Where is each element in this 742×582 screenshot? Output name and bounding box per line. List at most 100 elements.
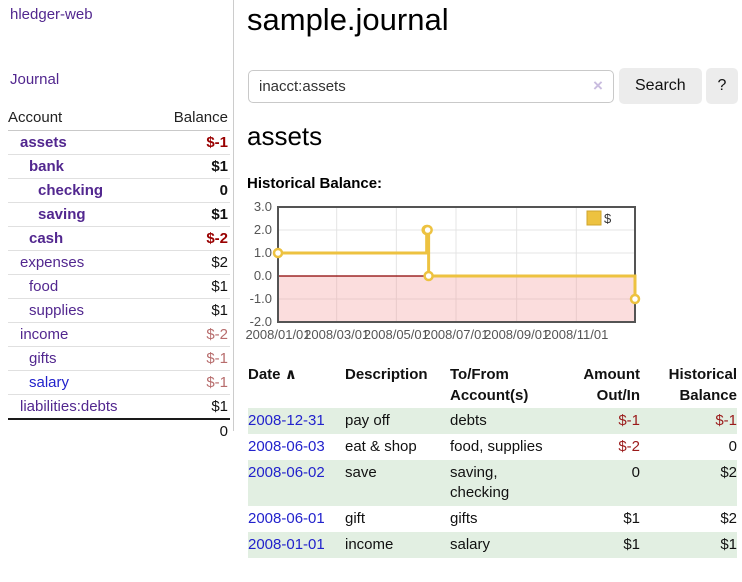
- transaction-description: gift: [345, 510, 366, 527]
- account-balance: $-1: [154, 370, 230, 395]
- sort-ascending-icon: ∧: [284, 366, 297, 383]
- account-total-value: 0: [219, 423, 228, 440]
- account-link-salary[interactable]: salary: [29, 374, 70, 391]
- x-tick-label: 2008/05/01: [364, 327, 429, 342]
- data-point-marker: [422, 224, 433, 236]
- transaction-description: pay off: [345, 412, 390, 429]
- transaction-accounts: salary: [450, 536, 491, 553]
- transaction-row[interactable]: 2008-06-02 save saving, checking 0 $2: [248, 460, 737, 506]
- transaction-balance: $1: [720, 536, 737, 553]
- transaction-balance: 0: [728, 438, 737, 455]
- account-link-bank[interactable]: bank: [29, 158, 65, 175]
- transaction-balance: $2: [720, 510, 737, 527]
- account-link-income[interactable]: income: [20, 326, 69, 343]
- account-row-saving: saving $1: [8, 202, 230, 227]
- transaction-amount: $1: [623, 536, 640, 553]
- data-point-marker: [629, 293, 641, 305]
- help-button[interactable]: ?: [706, 68, 738, 104]
- transaction-balance: $-1: [715, 412, 737, 429]
- account-balance: $-1: [154, 346, 230, 371]
- sidebar-item-journal[interactable]: Journal: [10, 71, 60, 88]
- app-title-link[interactable]: hledger-web: [10, 6, 93, 23]
- x-tick-label: 2008/09/01: [484, 327, 549, 342]
- data-point-marker: [423, 270, 434, 282]
- transaction-amount: $1: [623, 510, 640, 527]
- amount-column-header: Amount Out/In: [583, 366, 640, 404]
- account-link-saving[interactable]: saving: [38, 206, 86, 223]
- account-link-expenses[interactable]: expenses: [20, 254, 85, 271]
- account-balance: 0: [154, 178, 230, 203]
- negative-region: [278, 276, 635, 322]
- account-balance: $1: [154, 154, 230, 179]
- account-link-checking[interactable]: checking: [38, 182, 104, 199]
- x-tick-label: 2008/03/01: [304, 327, 369, 342]
- description-column-header: Description: [345, 366, 428, 383]
- account-link-assets[interactable]: assets: [20, 134, 67, 151]
- historical-balance-chart: 3.0 2.0 1.0 0.0 -1.0 -2.02008/01/012008/03/01…: [245, 202, 641, 342]
- transaction-date-link[interactable]: 2008-06-03: [248, 438, 325, 455]
- transaction-row[interactable]: 2008-12-31 pay off debts $-1 $-1: [248, 408, 737, 434]
- transaction-description: eat & shop: [345, 438, 417, 455]
- account-link-supplies[interactable]: supplies: [29, 302, 85, 319]
- account-link-cash[interactable]: cash: [29, 230, 64, 247]
- y-tick-label: 3.0: [254, 202, 272, 214]
- account-row-income: income $-2: [8, 322, 230, 347]
- account-link-food[interactable]: food: [29, 278, 59, 295]
- x-tick-label: 2008/07/01: [423, 327, 488, 342]
- y-tick-label: -2.0: [250, 314, 272, 329]
- account-heading: assets: [247, 121, 323, 151]
- transaction-amount: $-2: [618, 438, 640, 455]
- y-tick-label: -1.0: [250, 291, 272, 306]
- transaction-row[interactable]: 2008-01-01 income salary $1 $1: [248, 532, 737, 558]
- account-balance: $1: [154, 394, 230, 420]
- account-link-liabilities-debts[interactable]: liabilities:debts: [20, 398, 118, 415]
- account-column-header: Account: [8, 106, 155, 131]
- account-row-supplies: supplies $1: [8, 298, 230, 323]
- transaction-date-link[interactable]: 2008-06-01: [248, 510, 325, 527]
- account-balance: $1: [154, 202, 230, 227]
- chart-title: Historical Balance:: [247, 175, 383, 192]
- transactions-header-row: Date ∧ Description To/From Account(s) Am…: [248, 362, 737, 408]
- transactions-table: Date ∧ Description To/From Account(s) Am…: [248, 362, 737, 558]
- account-row-liabilities-debts: liabilities:debts $1: [8, 394, 230, 420]
- transaction-balance: $2: [720, 464, 737, 481]
- account-row-expenses: expenses $2: [8, 250, 230, 275]
- account-table-header: Account Balance: [8, 106, 230, 131]
- balance-column-header: Historical Balance: [668, 366, 737, 404]
- account-row-assets: assets $-1: [8, 130, 230, 155]
- account-row-checking: checking 0: [8, 178, 230, 203]
- transaction-row[interactable]: 2008-06-03 eat & shop food, supplies $-2…: [248, 434, 737, 460]
- transaction-description: save: [345, 464, 377, 481]
- search-button[interactable]: Search: [619, 68, 702, 104]
- date-column-header[interactable]: Date ∧: [248, 366, 297, 383]
- account-balance: $2: [154, 250, 230, 275]
- transaction-accounts: debts: [450, 412, 487, 429]
- account-row-salary: salary $-1: [8, 370, 230, 395]
- x-tick-label: 2008/01/01: [245, 327, 310, 342]
- search-input[interactable]: [248, 70, 614, 103]
- transaction-accounts: gifts: [450, 510, 478, 527]
- data-point-marker: [272, 247, 284, 259]
- account-total-row: 0: [8, 419, 230, 443]
- transaction-amount: $-1: [618, 412, 640, 429]
- transaction-accounts: saving, checking: [450, 464, 510, 501]
- account-row-food: food $1: [8, 274, 230, 299]
- legend-label: $: [604, 211, 612, 226]
- transaction-amount: 0: [631, 464, 640, 481]
- account-link-gifts[interactable]: gifts: [29, 350, 57, 367]
- account-balance-table: Account Balance assets $-1 bank $1 check…: [8, 106, 230, 443]
- account-row-bank: bank $1: [8, 154, 230, 179]
- balance-column-header: Balance: [154, 106, 230, 131]
- clear-search-icon[interactable]: ×: [593, 76, 603, 95]
- transaction-date-link[interactable]: 2008-01-01: [248, 536, 325, 553]
- transaction-row[interactable]: 2008-06-01 gift gifts $1 $2: [248, 506, 737, 532]
- sidebar-divider: [233, 0, 234, 431]
- transaction-date-link[interactable]: 2008-12-31: [248, 412, 325, 429]
- transaction-date-link[interactable]: 2008-06-02: [248, 464, 325, 481]
- chart-border: [277, 206, 636, 323]
- account-balance: $-1: [154, 130, 230, 155]
- account-balance: $-2: [154, 226, 230, 251]
- y-tick-label: 2.0: [254, 222, 272, 237]
- transaction-accounts: food, supplies: [450, 438, 543, 455]
